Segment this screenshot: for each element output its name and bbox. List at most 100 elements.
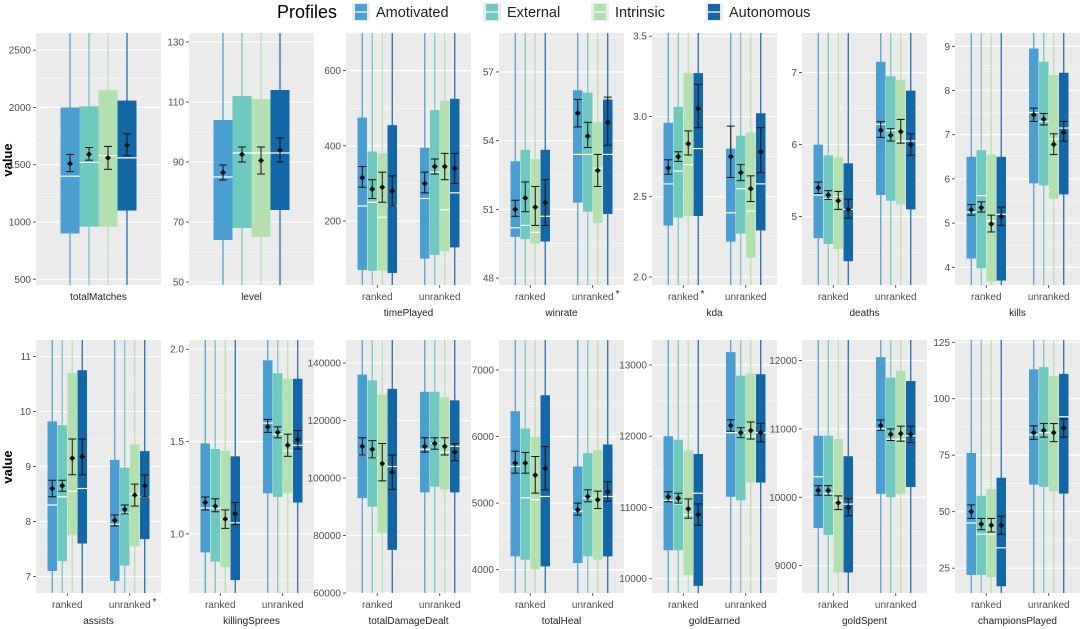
y-tick-label: 140000 (308, 359, 342, 370)
mean-point (258, 157, 264, 164)
mean-point (887, 431, 894, 438)
legend-item-intrinsic: Intrinsic (591, 3, 665, 21)
y-tick-label: 48 (483, 274, 495, 285)
y-tick-label: 7000 (472, 365, 495, 376)
box (736, 135, 746, 234)
mean-point (220, 169, 226, 176)
y-tick-label: 110 (168, 98, 184, 109)
mean-point (431, 440, 438, 447)
mean-point (978, 521, 985, 528)
y-tick-label: 12000 (769, 356, 797, 367)
x-tick-label: unranked (725, 600, 767, 611)
x-tick-label: unranked (419, 292, 461, 303)
mean-point (79, 453, 86, 460)
y-tick-label: 70 (173, 218, 185, 229)
x-tick-label: ranked (205, 600, 236, 611)
legend-title: Profiles (277, 2, 337, 22)
mean-point (968, 508, 975, 515)
y-tick-label: 5000 (472, 499, 495, 510)
mean-point (835, 197, 842, 204)
y-tick-label: 10000 (619, 574, 647, 585)
mean-point (512, 460, 519, 467)
x-tick-label: unranked (875, 600, 917, 611)
y-tick-label: 2.5 (633, 192, 647, 203)
y-tick-label: 7 (25, 572, 31, 583)
box (603, 99, 613, 214)
mean-point (897, 430, 904, 437)
box (357, 374, 367, 499)
significance-star: * (153, 597, 157, 608)
mean-point (389, 469, 396, 476)
x-axis-title: goldSpent (842, 616, 887, 627)
mean-point (421, 443, 428, 450)
x-axis-title: level (241, 292, 262, 303)
mean-point (369, 446, 376, 453)
panel-deaths: 5 6 7 ranked unranked deaths (791, 33, 927, 319)
y-axis-label-top: value (0, 143, 15, 176)
mean-point (825, 192, 832, 198)
box (367, 151, 377, 271)
significance-star: * (701, 289, 705, 300)
mean-point (532, 204, 539, 211)
mean-point (522, 460, 529, 467)
x-axis-title: kda (706, 308, 723, 319)
mean-point (825, 487, 832, 494)
y-tick-label: 130 (167, 38, 184, 49)
mean-point (695, 105, 702, 112)
mean-point (69, 455, 76, 462)
mean-point (877, 127, 884, 134)
mean-point (542, 465, 549, 472)
legend-item-amotivated: Amotivated (352, 3, 449, 21)
mean-point (131, 492, 138, 499)
mean-point (441, 163, 448, 170)
legend-label: Autonomous (729, 5, 810, 21)
y-tick-label: 120000 (308, 416, 342, 427)
mean-point (665, 493, 672, 500)
y-tick-label: 3.0 (633, 112, 647, 123)
mean-point (845, 504, 852, 511)
y-tick-label: 50 (173, 278, 185, 289)
y-tick-label: 500 (14, 275, 31, 286)
y-tick-label: 8 (944, 86, 950, 97)
y-tick-label: 13000 (619, 360, 647, 371)
mean-point (897, 128, 904, 135)
mean-point (988, 522, 995, 529)
x-tick-label: unranked (419, 600, 461, 611)
y-tick-label: 9 (944, 42, 950, 53)
mean-point (685, 140, 692, 147)
x-tick-label: ranked (515, 292, 546, 303)
x-tick-label: unranked (572, 292, 614, 303)
mean-point (877, 422, 884, 429)
y-tick-label: 4000 (472, 565, 495, 576)
mean-point (1050, 141, 1057, 148)
box (976, 495, 986, 575)
mean-point (757, 429, 764, 436)
panel-level: 50 70 90 110 130 level (167, 33, 314, 303)
panel-timePlayed: 200 400 600 ranked unranked timePlayed (324, 32, 471, 319)
mean-point (907, 141, 914, 148)
y-tick-label: 25 (939, 564, 951, 575)
box (673, 106, 683, 218)
y-tick-label: 125 (933, 338, 950, 349)
y-tick-label: 600 (324, 66, 341, 77)
y-tick-label: 7 (791, 68, 797, 79)
x-axis-title: assists (83, 616, 114, 627)
y-tick-label: 100 (933, 394, 950, 405)
y-tick-label: 3.5 (633, 32, 647, 43)
y-tick-label: 6 (944, 174, 950, 185)
x-tick-label: unranked (1028, 292, 1070, 303)
y-tick-label: 60000 (313, 589, 341, 600)
x-axis-title: totalMatches (70, 292, 127, 303)
x-tick-label: ranked (971, 600, 1002, 611)
y-tick-label: 11000 (770, 424, 798, 435)
mean-point (574, 506, 581, 513)
mean-point (105, 154, 111, 161)
box (510, 161, 520, 237)
mean-point (294, 436, 301, 443)
mean-point (232, 510, 239, 517)
mean-point (274, 429, 281, 436)
y-tick-label: 80000 (313, 531, 341, 542)
mean-point (532, 472, 539, 479)
